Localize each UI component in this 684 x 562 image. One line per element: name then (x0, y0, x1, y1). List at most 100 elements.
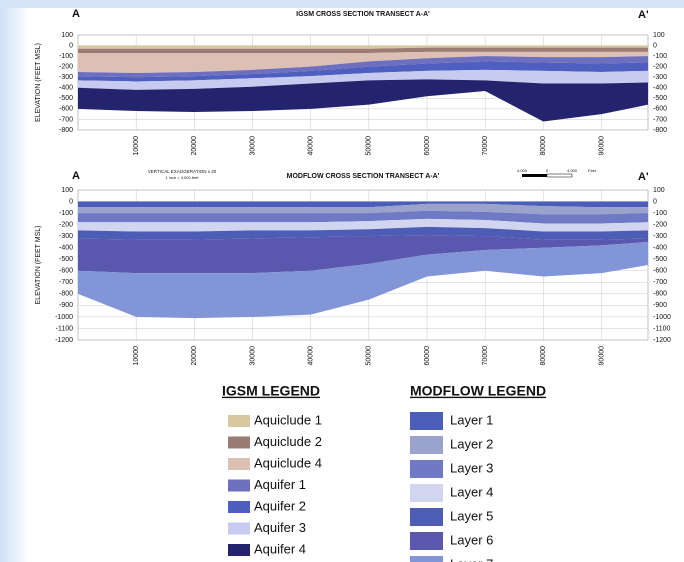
y-tick-label-right: -600 (653, 268, 667, 275)
y-tick-label-right: -500 (653, 95, 667, 102)
y-tick-label-right: -900 (653, 302, 667, 309)
x-tick-label: 80000 (540, 136, 547, 156)
x-tick-label: 90000 (598, 346, 605, 366)
y-tick-label: -100 (59, 210, 73, 217)
legend-swatch (410, 532, 443, 550)
y-tick-label-right: -400 (653, 245, 667, 252)
scale-label: 0 (546, 168, 549, 173)
scale-bar (522, 174, 547, 177)
legend-swatch (410, 508, 443, 526)
legend-swatch (410, 460, 443, 478)
legend-swatch (410, 412, 443, 430)
layer-area (78, 61, 648, 82)
y-tick-label: -800 (59, 127, 73, 134)
layer-area (78, 51, 648, 73)
legend-label: Aquiclude 2 (254, 434, 322, 449)
legend-swatch (228, 458, 250, 470)
y-tick-label-right: -700 (653, 279, 667, 286)
layer-area (78, 241, 648, 319)
legend-swatch (228, 415, 250, 427)
y-tick-label: -300 (59, 74, 73, 81)
scale-label: 4,000 (517, 168, 528, 173)
y-tick-label: -1000 (55, 314, 73, 321)
layer-area (78, 210, 648, 224)
legend-label: Layer 7 (450, 556, 493, 562)
top-band (0, 0, 684, 8)
y-tick-label-right: 0 (653, 42, 657, 49)
y-tick-label-right: -400 (653, 85, 667, 92)
section-end-label: A' (638, 171, 649, 183)
y-tick-label-right: 100 (653, 32, 665, 39)
y-tick-label: -700 (59, 116, 73, 123)
layer-area (78, 45, 648, 49)
y-tick-label: -200 (59, 221, 73, 228)
section-start-label: A (72, 8, 80, 20)
y-tick-label: -100 (59, 53, 73, 60)
layer-area (78, 56, 648, 78)
chart-title: IGSM CROSS SECTION TRANSECT A-A' (296, 11, 430, 18)
layer-area (78, 69, 648, 90)
legend-label: Layer 1 (450, 412, 493, 427)
y-tick-label-right: -200 (653, 64, 667, 71)
y-tick-label: -700 (59, 279, 73, 286)
layer-area (78, 47, 648, 53)
legend-swatch (410, 484, 443, 502)
y-tick-label-right: -100 (653, 210, 667, 217)
layer-area (78, 226, 648, 240)
y-tick-label-right: -1100 (653, 325, 670, 332)
legend-label: Layer 6 (450, 532, 493, 547)
layer-area (78, 235, 648, 274)
y-tick-label: -500 (59, 256, 73, 263)
legend-swatch (228, 501, 250, 513)
x-tick-label: 40000 (307, 346, 314, 366)
y-tick-label: 0 (69, 42, 73, 49)
legend-swatch (228, 522, 250, 535)
y-tick-label-right: -500 (653, 256, 667, 263)
x-tick-label: 60000 (424, 136, 431, 156)
y-tick-label: 0 (69, 198, 73, 205)
scale-label: 4,000 (567, 168, 578, 173)
y-tick-label-right: 100 (653, 187, 665, 194)
annotation: 1 inch = 4,000 feet (165, 175, 199, 180)
legend-label: Aquifer 2 (254, 498, 306, 513)
y-tick-label: -600 (59, 268, 73, 275)
x-tick-label: 80000 (540, 346, 547, 366)
x-tick-label: 20000 (191, 136, 198, 156)
x-tick-label: 20000 (191, 346, 198, 366)
legend-label: Aquifer 4 (254, 541, 306, 556)
y-tick-label-right: -1200 (653, 337, 671, 344)
x-tick-label: 30000 (249, 346, 256, 366)
x-tick-label: 50000 (366, 346, 373, 366)
y-tick-label: -1200 (55, 337, 73, 344)
y-tick-label: -600 (59, 106, 73, 113)
legend-label: Aquifer 3 (254, 520, 306, 535)
y-tick-label-right: -800 (653, 291, 667, 298)
scale-bar (546, 173, 573, 178)
legend-label: Aquiclude 1 (254, 412, 322, 427)
legend-swatch (228, 479, 250, 492)
y-tick-label-right: -200 (653, 221, 667, 228)
legend-swatch (410, 556, 443, 562)
y-axis-label: ELEVATION (FEET MSL) (35, 43, 42, 122)
x-tick-label: 70000 (482, 136, 489, 156)
section-start-label: A (72, 170, 80, 182)
y-tick-label-right: -600 (653, 106, 667, 113)
x-tick-label: 70000 (482, 346, 489, 366)
y-tick-label: -900 (59, 302, 73, 309)
layer-area (78, 218, 648, 232)
y-tick-label-right: -300 (653, 233, 667, 240)
legend-label: Layer 2 (450, 436, 493, 451)
chart-title: MODFLOW CROSS SECTION TRANSECT A-A' (287, 173, 440, 180)
y-tick-label-right: -1000 (653, 314, 671, 321)
x-tick-label: 30000 (249, 136, 256, 156)
y-tick-label: 100 (61, 187, 73, 194)
y-tick-label-right: -300 (653, 74, 667, 81)
layer-area (78, 79, 648, 122)
x-tick-label: 10000 (133, 346, 140, 366)
y-axis-label: ELEVATION (FEET MSL) (35, 226, 42, 305)
legend-label: Layer 5 (450, 508, 493, 523)
legend-label: Layer 3 (450, 460, 493, 475)
y-tick-label: -300 (59, 233, 73, 240)
y-tick-label: 100 (61, 32, 73, 39)
